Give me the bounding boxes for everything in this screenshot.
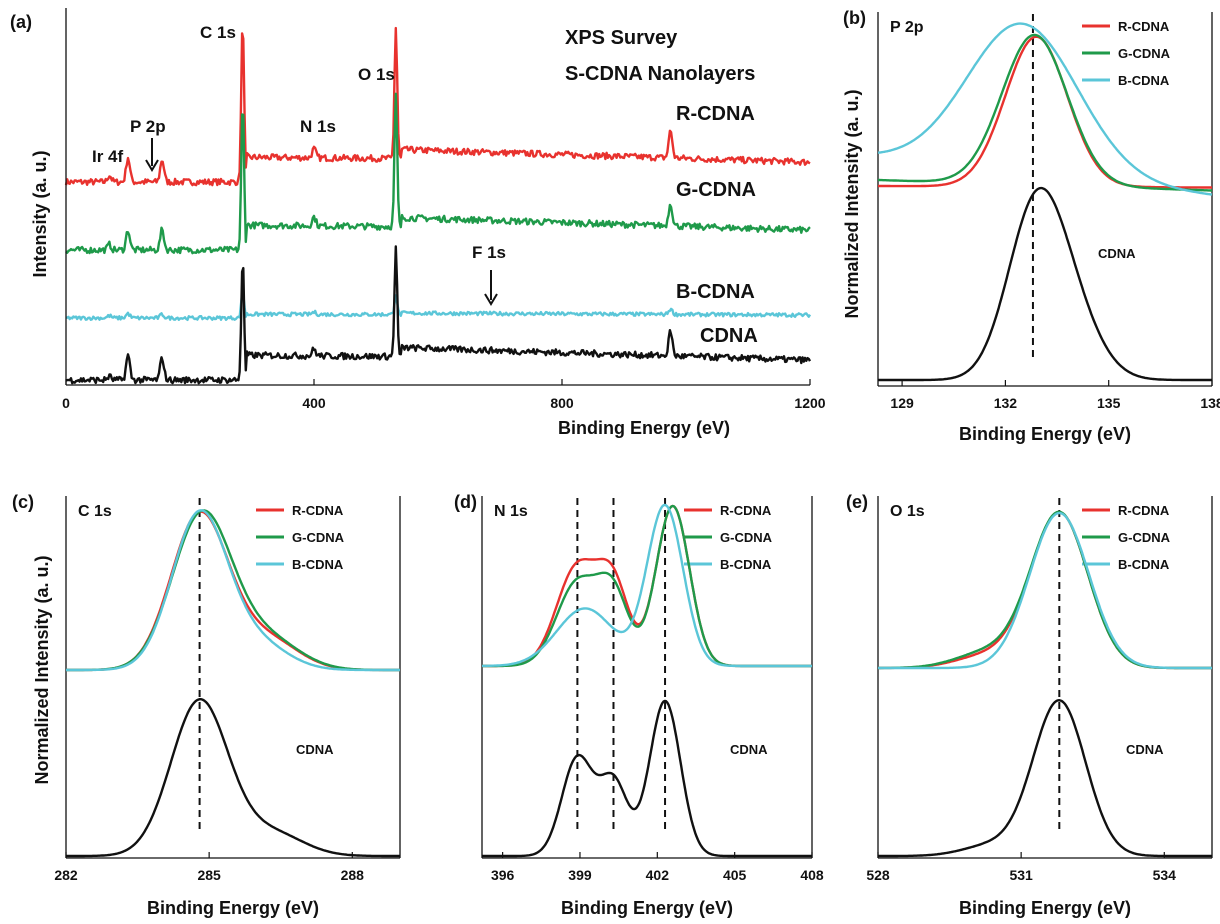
panel-c-xtick-label: 285	[197, 867, 221, 883]
panel-a-annotations: Ir 4f P 2p C 1s O 1s N 1s F 1s	[92, 23, 506, 306]
panel-e-title: O 1s	[890, 503, 925, 520]
panel-d-xtick-label: 396	[491, 867, 515, 883]
panel-c-ylabel: Normalized Intensity (a. u.)	[32, 555, 52, 784]
panel-a-curve-cdna	[65, 245, 812, 385]
p2p-arrowhead	[145, 159, 159, 172]
panel-b-curve-b-cdna	[877, 22, 1213, 196]
panel-e-xtick-label: 528	[866, 867, 890, 883]
panel-a-label-b-cdna: B-CDNA	[676, 281, 755, 303]
panel-e-xtick-label: 531	[1009, 867, 1033, 883]
panel-a-survey: (a) Intensity (a. u.) Binding Energy (eV…	[10, 8, 826, 438]
panel-c-legend-r-cdna: R-CDNA	[292, 503, 344, 518]
panel-a-ylabel: Intensity (a. u.)	[30, 150, 50, 277]
panel-b-xtick-label: 132	[994, 395, 1018, 411]
panel-d-legend-r-cdna: R-CDNA	[720, 503, 772, 518]
panel-a-series-labels: R-CDNA G-CDNA B-CDNA CDNA	[676, 103, 758, 347]
panel-a-label-r-cdna: R-CDNA	[676, 103, 755, 125]
panel-e-o1s: (e) 528 531 534 Binding Energy (eV) O 1s R-CD…	[846, 492, 1213, 918]
panel-a-xtick-label: 1200	[794, 395, 825, 411]
panel-c-title: C 1s	[78, 503, 112, 520]
panel-a-curve-r-cdna	[64, 26, 811, 187]
panel-a-subtitle: S-CDNA Nanolayers	[565, 63, 755, 85]
panel-e-xtick-label: 534	[1153, 867, 1177, 883]
panel-c-xtick-label: 288	[341, 867, 365, 883]
panel-b-xtick-label: 129	[890, 395, 914, 411]
panel-a-xtick-label: 400	[302, 395, 326, 411]
panel-c-legend-b-cdna: B-CDNA	[292, 557, 344, 572]
panel-d-xlabel: Binding Energy (eV)	[561, 898, 733, 918]
panel-c-curve-b-cdna	[66, 509, 400, 672]
panel-e-legend-r-cdna: R-CDNA	[1118, 503, 1170, 518]
panel-b-legend-b-cdna: B-CDNA	[1118, 73, 1170, 88]
panel-d-reference-label: CDNA	[730, 742, 768, 757]
panel-a-curves	[64, 26, 812, 385]
panel-b-ylabel: Normalized Intensity (a. u.)	[842, 89, 862, 318]
panel-a-annotation-o-1s: O 1s	[358, 65, 395, 84]
panel-c-curve-g-cdna	[66, 509, 400, 672]
panel-a-xtick-label: 0	[62, 395, 70, 411]
panel-a-annotation-c-1s: C 1s	[200, 23, 236, 42]
panel-a-xtick-label: 800	[550, 395, 574, 411]
panel-e-curve-cdna	[878, 699, 1212, 858]
panel-b-reference-label: CDNA	[1098, 246, 1136, 261]
panel-e-curve-b-cdna	[878, 511, 1212, 670]
panel-d-legend-b-cdna: B-CDNA	[720, 557, 772, 572]
panel-a-title: XPS Survey	[565, 27, 678, 49]
panel-b-legend-g-cdna: G-CDNA	[1118, 46, 1171, 61]
panel-a-annotation-n-1s: N 1s	[300, 117, 336, 136]
panel-d-title: N 1s	[494, 503, 528, 520]
panel-c-curve-cdna	[66, 698, 400, 858]
panel-e-legend-g-cdna: G-CDNA	[1118, 530, 1171, 545]
panel-c-legend-g-cdna: G-CDNA	[292, 530, 345, 545]
panel-d-letter: (d)	[454, 492, 477, 512]
panel-a-annotation-f-1s: F 1s	[472, 243, 506, 262]
panel-d-xtick-label: 399	[568, 867, 592, 883]
panel-d-xtick-label: 402	[646, 867, 670, 883]
panel-b-xtick-label: 135	[1097, 395, 1121, 411]
panel-b-title: P 2p	[890, 19, 924, 36]
panel-a-xlabel: Binding Energy (eV)	[558, 418, 730, 438]
panel-e-reference-label: CDNA	[1126, 742, 1164, 757]
panel-c-xtick-label: 282	[54, 867, 78, 883]
panel-a-xticks: 0 400 800 1200	[62, 379, 826, 411]
panel-a-annotation-ir-4f: Ir 4f	[92, 147, 124, 166]
panel-d-legend-g-cdna: G-CDNA	[720, 530, 773, 545]
panel-b-legend-r-cdna: R-CDNA	[1118, 19, 1170, 34]
panel-d-xtick-label: 408	[800, 867, 824, 883]
panel-c-c1s: (c) Normalized Intensity (a. u.) 282 285 2…	[12, 492, 401, 918]
panel-b-p2p: (b) Normalized Intensity (a. u.) 129 132 1…	[842, 8, 1220, 444]
panel-e-legend-b-cdna: B-CDNA	[1118, 557, 1170, 572]
panel-a-curve-g-cdna	[65, 92, 811, 255]
panel-b-curve-cdna	[878, 186, 1212, 382]
panel-c-curve-r-cdna	[66, 510, 400, 672]
panel-b-xtick-label: 138	[1200, 395, 1220, 411]
panel-d-curve-b-cdna	[482, 503, 812, 668]
panel-b-letter: (b)	[843, 8, 866, 28]
panel-c-xlabel: Binding Energy (eV)	[147, 898, 319, 918]
panel-d-xtick-label: 405	[723, 867, 747, 883]
panel-d-curve-cdna	[482, 699, 812, 858]
panel-d-n1s: (d) 396 399 402 405 408 Binding Energy (eV) N …	[454, 492, 824, 918]
panel-e-xlabel: Binding Energy (eV)	[959, 898, 1131, 918]
panel-c-letter: (c)	[12, 492, 34, 512]
panel-c-reference-label: CDNA	[296, 742, 334, 757]
panel-a-label-cdna: CDNA	[700, 325, 758, 347]
panel-e-letter: (e)	[846, 492, 868, 512]
panel-b-curve-g-cdna	[878, 33, 1212, 192]
panel-a-letter: (a)	[10, 12, 32, 32]
panel-a-label-g-cdna: G-CDNA	[676, 179, 756, 201]
panel-a-annotation-p-2p: P 2p	[130, 117, 166, 136]
panel-b-xlabel: Binding Energy (eV)	[959, 424, 1131, 444]
panel-a-curve-b-cdna	[65, 292, 812, 321]
f1s-arrowhead	[484, 293, 498, 306]
